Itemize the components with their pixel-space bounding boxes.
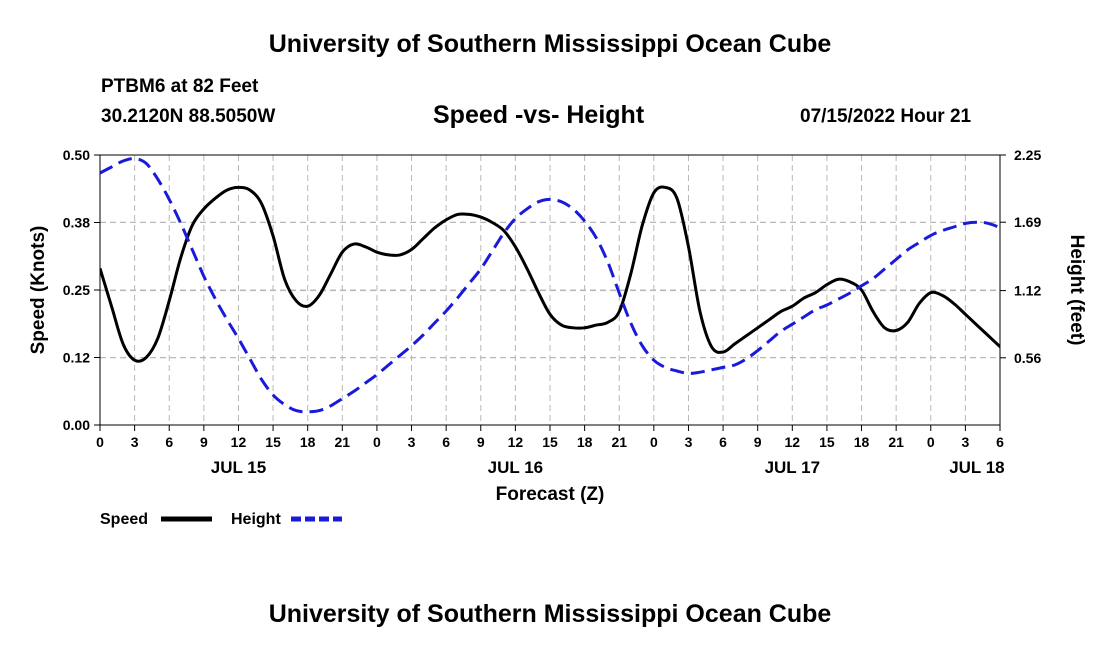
- legend: Speed Height: [100, 511, 342, 528]
- legend-height-label: Height: [231, 511, 281, 528]
- x-tick-label: 9: [754, 434, 762, 450]
- x-tick-label: 18: [854, 434, 870, 450]
- x-tick-label: 6: [996, 434, 1004, 450]
- x-tick-label: 18: [577, 434, 593, 450]
- x-tick-label: 0: [96, 434, 104, 450]
- y-tick-label: 0.12: [63, 350, 90, 366]
- chart-subtitle: Speed -vs- Height: [433, 101, 645, 129]
- y-tick-label: 0.00: [63, 417, 90, 433]
- x-axis-title: Forecast (Z): [496, 484, 605, 505]
- x-tick-label: 21: [335, 434, 351, 450]
- day-label: JUL 18: [949, 458, 1004, 477]
- x-tick-label: 21: [611, 434, 627, 450]
- day-label: JUL 16: [488, 458, 543, 477]
- y-tick-label: 0.50: [63, 147, 90, 163]
- x-tick-label: 3: [408, 434, 416, 450]
- axis-ticks: 0 3 6 9 12 15 18 21 0 3 6 9 12 15 18 21 0 3 6 9 12 15 18 21 0 3 6 J…: [63, 147, 1042, 477]
- y2-tick-label: 1.69: [1014, 214, 1041, 230]
- x-tick-label: 3: [685, 434, 693, 450]
- x-tick-label: 6: [165, 434, 173, 450]
- x-tick-label: 12: [785, 434, 801, 450]
- y2-axis-title: Height (feet): [1066, 235, 1087, 346]
- series-line-height: [100, 157, 1000, 414]
- x-tick-label: 21: [888, 434, 904, 450]
- legend-speed-label: Speed: [100, 511, 148, 528]
- x-tick-label: 15: [265, 434, 281, 450]
- x-tick-label: 3: [131, 434, 139, 450]
- chart-series: [100, 157, 1000, 414]
- x-tick-label: 3: [961, 434, 969, 450]
- x-tick-label: 0: [650, 434, 658, 450]
- x-tick-label: 0: [373, 434, 381, 450]
- x-tick-label: 12: [508, 434, 524, 450]
- page-title-top: University of Southern Mississippi Ocean…: [268, 30, 832, 58]
- coordinates-label: 30.2120N 88.5050W: [101, 106, 276, 127]
- y-tick-label: 0.25: [63, 282, 90, 298]
- y2-tick-label: 1.12: [1014, 283, 1041, 299]
- x-tick-label: 9: [200, 434, 208, 450]
- x-tick-label: 12: [231, 434, 247, 450]
- x-tick-label: 6: [442, 434, 450, 450]
- station-label: PTBM6 at 82 Feet: [101, 76, 259, 97]
- x-tick-label: 0: [927, 434, 935, 450]
- y-tick-label: 0.38: [63, 215, 90, 231]
- chart-grid: [100, 155, 1000, 425]
- x-tick-label: 18: [300, 434, 316, 450]
- day-label: JUL 15: [211, 458, 266, 477]
- series-line-speed: [100, 185, 1000, 363]
- y2-tick-label: 2.25: [1014, 147, 1041, 163]
- timestamp-label: 07/15/2022 Hour 21: [800, 106, 972, 127]
- y2-tick-label: 0.56: [1014, 350, 1041, 366]
- page-title-bottom: University of Southern Mississippi Ocean…: [268, 600, 832, 628]
- y-axis-title: Speed (Knots): [28, 226, 49, 355]
- x-tick-label: 15: [819, 434, 835, 450]
- x-tick-label: 6: [719, 434, 727, 450]
- day-label: JUL 17: [765, 458, 820, 477]
- x-tick-label: 15: [542, 434, 558, 450]
- x-tick-label: 9: [477, 434, 485, 450]
